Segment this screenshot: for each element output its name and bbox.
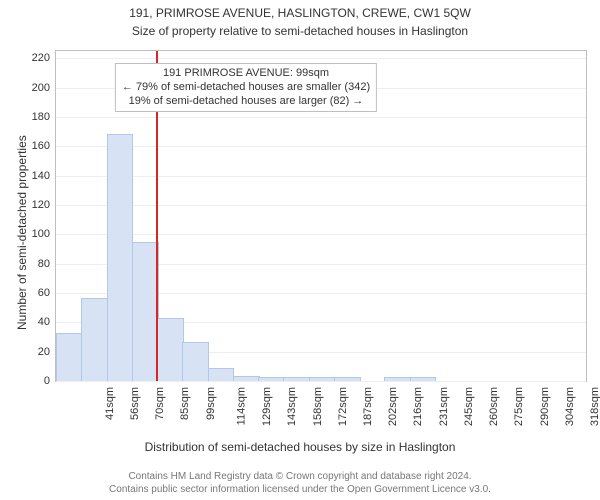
grid-line (56, 176, 586, 177)
histogram-bar (56, 333, 83, 381)
xtick-label: 290sqm (539, 385, 551, 426)
license-text: Contains HM Land Registry data © Crown c… (0, 471, 600, 496)
chart-title: 191, PRIMROSE AVENUE, HASLINGTON, CREWE,… (0, 6, 600, 20)
grid-line (56, 234, 586, 235)
license-line-2: Contains public sector information licen… (109, 484, 491, 495)
annotation-line-1: 191 PRIMROSE AVENUE: 99sqm (163, 67, 329, 79)
histogram-bar (233, 376, 260, 381)
histogram-bar (208, 368, 235, 381)
xtick-label: 275sqm (514, 385, 526, 426)
ytick-label: 0 (44, 375, 50, 387)
histogram-bar (384, 377, 411, 381)
grid-line (56, 117, 586, 118)
xtick-label: 99sqm (205, 385, 217, 420)
histogram-bar (283, 377, 310, 381)
xtick-label: 260sqm (488, 385, 500, 426)
xtick-label: 158sqm (312, 385, 324, 426)
ytick-label: 200 (32, 82, 50, 94)
histogram-bar (410, 377, 437, 381)
xtick-label: 318sqm (589, 385, 600, 426)
chart-container: 191, PRIMROSE AVENUE, HASLINGTON, CREWE,… (0, 0, 600, 500)
ytick-label: 140 (32, 170, 50, 182)
histogram-bar (182, 342, 209, 381)
xtick-label: 172sqm (337, 385, 349, 426)
xtick-label: 70sqm (154, 385, 166, 420)
xtick-label: 56sqm (129, 385, 141, 420)
histogram-bar (157, 318, 184, 381)
chart-subtitle: Size of property relative to semi-detach… (0, 24, 600, 38)
grid-line (56, 381, 586, 382)
ytick-label: 40 (38, 316, 50, 328)
ytick-label: 100 (32, 228, 50, 240)
grid-line (56, 205, 586, 206)
histogram-bar (309, 377, 336, 381)
ytick-label: 160 (32, 140, 50, 152)
xtick-label: 202sqm (387, 385, 399, 426)
xtick-label: 216sqm (413, 385, 425, 426)
plot-area: 02040608010012014016018020022041sqm56sqm… (55, 50, 587, 382)
histogram-bar (258, 377, 285, 381)
ytick-label: 80 (38, 258, 50, 270)
xtick-label: 187sqm (362, 385, 374, 426)
license-line-1: Contains HM Land Registry data © Crown c… (128, 471, 471, 482)
xtick-label: 129sqm (261, 385, 273, 426)
histogram-bar (107, 134, 134, 381)
ytick-label: 20 (38, 346, 50, 358)
ytick-label: 120 (32, 199, 50, 211)
xtick-label: 114sqm (235, 385, 247, 425)
xtick-label: 231sqm (438, 385, 450, 426)
xtick-label: 85sqm (179, 385, 191, 420)
y-axis-label: Number of semi-detached properties (15, 135, 29, 330)
reference-annotation: 191 PRIMROSE AVENUE: 99sqm ← 79% of semi-… (115, 63, 377, 112)
ytick-label: 180 (32, 111, 50, 123)
xtick-label: 304sqm (564, 385, 576, 426)
annotation-line-3: 19% of semi-detached houses are larger (… (129, 95, 364, 107)
histogram-bar (334, 377, 361, 381)
xtick-label: 245sqm (463, 385, 475, 426)
ytick-label: 60 (38, 287, 50, 299)
ytick-label: 220 (32, 52, 50, 64)
xtick-label: 41sqm (104, 385, 116, 420)
annotation-line-2: ← 79% of semi-detached houses are smalle… (122, 81, 370, 93)
histogram-bar (132, 242, 159, 381)
grid-line (56, 58, 586, 59)
histogram-bar (81, 298, 108, 381)
xtick-label: 143sqm (286, 385, 298, 426)
grid-line (56, 146, 586, 147)
x-axis-label: Distribution of semi-detached houses by … (0, 440, 600, 454)
